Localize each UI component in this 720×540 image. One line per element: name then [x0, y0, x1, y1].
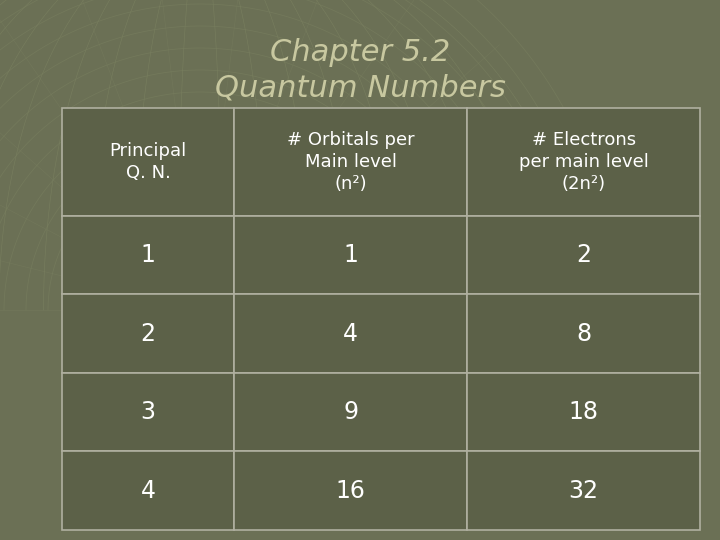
Text: 1: 1	[343, 243, 358, 267]
Bar	[234, 373, 467, 451]
Bar	[467, 215, 700, 294]
Text: 9: 9	[343, 400, 358, 424]
Text: # Orbitals per
Main level
(n²): # Orbitals per Main level (n²)	[287, 131, 415, 193]
Text: 1: 1	[140, 243, 156, 267]
Bar	[234, 108, 467, 215]
Bar	[467, 373, 700, 451]
Text: 4: 4	[140, 479, 156, 503]
Text: 2: 2	[140, 322, 156, 346]
Bar	[62, 108, 234, 215]
Text: 4: 4	[343, 322, 358, 346]
Text: Quantum Numbers: Quantum Numbers	[215, 74, 505, 103]
Bar	[467, 451, 700, 530]
Text: Principal
Q. N.: Principal Q. N.	[109, 142, 186, 182]
Text: 8: 8	[576, 322, 591, 346]
Text: 18: 18	[569, 400, 598, 424]
Bar	[234, 451, 467, 530]
Text: 32: 32	[569, 479, 598, 503]
Bar	[62, 451, 234, 530]
Text: 2: 2	[576, 243, 591, 267]
Text: 3: 3	[140, 400, 156, 424]
Bar	[234, 215, 467, 294]
Bar	[62, 215, 234, 294]
Bar	[467, 108, 700, 215]
Bar	[62, 373, 234, 451]
Bar	[62, 294, 234, 373]
Bar	[467, 294, 700, 373]
Text: Chapter 5.2: Chapter 5.2	[270, 38, 450, 67]
Bar	[234, 294, 467, 373]
Text: # Electrons
per main level
(2n²): # Electrons per main level (2n²)	[518, 131, 649, 193]
Text: 16: 16	[336, 479, 366, 503]
